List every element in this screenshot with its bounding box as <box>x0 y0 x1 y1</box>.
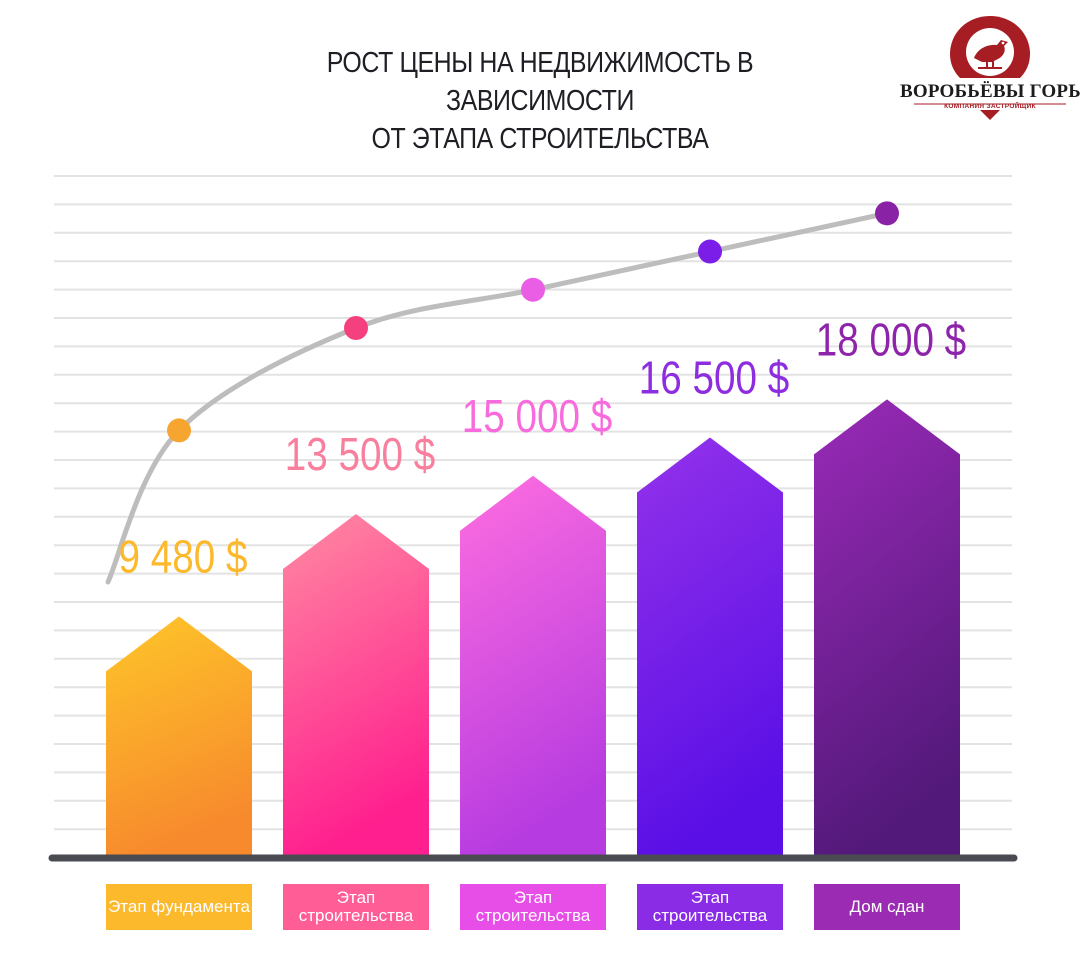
bird-on-map-pin-logo-icon <box>914 16 1066 120</box>
company-logo: ВОРОБЬЁВЫ ГОРЫ КОМПАНИЯ ЗАСТРОЙЩИК <box>900 14 1080 124</box>
bar-5 <box>814 399 960 856</box>
chart-title-line-1: РОСТ ЦЕНЫ НА НЕДВИЖИМОСТЬ В ЗАВИСИМОСТИ <box>326 47 754 117</box>
value-label-5: 18 000 $ <box>816 314 966 365</box>
category-label-2: Этап строительства <box>283 884 429 930</box>
value-label-3: 15 000 $ <box>462 391 612 442</box>
value-label-2: 13 500 $ <box>285 429 435 480</box>
logo-subtitle: КОМПАНИЯ ЗАСТРОЙЩИК <box>944 103 1036 110</box>
chart-bars <box>106 399 960 856</box>
trend-marker-3 <box>521 277 545 302</box>
category-label-1: Этап фундамента <box>106 884 252 930</box>
value-labels: 9 480 $ 13 500 $ 15 000 $ 16 500 $ 18 000 $ <box>119 314 967 582</box>
category-label-3: Этап строительства <box>460 884 606 930</box>
bar-1 <box>106 616 252 856</box>
trend-marker-5 <box>875 201 899 226</box>
category-label-4: Этап строительства <box>637 884 783 930</box>
bar-4 <box>637 437 783 856</box>
trend-markers <box>167 201 899 443</box>
trend-marker-1 <box>167 418 191 443</box>
bar-2 <box>283 514 429 856</box>
chart-title-line-2: ОТ ЭТАПА СТРОИТЕЛЬСТВА <box>371 123 709 155</box>
logo-name: ВОРОБЬЁВЫ ГОРЫ <box>900 81 1080 102</box>
category-label-5: Дом сдан <box>814 884 960 930</box>
bar-3 <box>460 475 606 856</box>
trend-marker-2 <box>344 316 368 340</box>
chart-title: РОСТ ЦЕНЫ НА НЕДВИЖИМОСТЬ В ЗАВИСИМОСТИ … <box>248 44 833 158</box>
trend-marker-4 <box>698 239 722 264</box>
value-label-1: 9 480 $ <box>119 531 248 582</box>
trend-line <box>105 210 890 585</box>
value-label-4: 16 500 $ <box>639 352 789 403</box>
